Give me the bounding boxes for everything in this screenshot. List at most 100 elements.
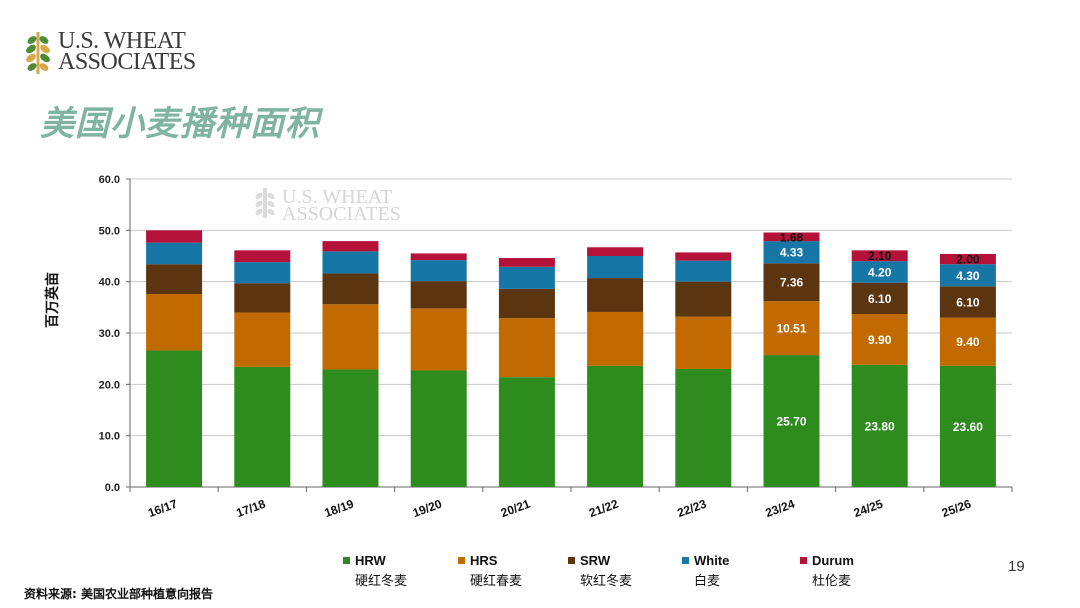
legend-swatch <box>682 557 689 564</box>
bar-segment-hrs <box>146 293 203 351</box>
bar-segment-hrs <box>851 314 908 365</box>
bar-segment-white <box>146 242 203 265</box>
y-tick-label: 60.0 <box>99 174 120 186</box>
watermark-line-2: ASSOCIATES <box>282 203 401 225</box>
legend-swatch <box>800 557 807 564</box>
y-tick-label: 40.0 <box>99 277 120 289</box>
bar-segment-hrw <box>410 370 467 487</box>
legend-name: Durum <box>812 553 854 568</box>
legend-name: HRS <box>470 553 498 568</box>
bar-segment-srw <box>322 273 379 305</box>
bar-segment-durum <box>675 252 732 261</box>
data-label-hrs: 9.90 <box>868 333 892 347</box>
legend-subtitle: 硬红春麦 <box>470 573 523 588</box>
bar-segment-white <box>675 260 732 282</box>
bar-segment-srw <box>146 264 203 294</box>
bar-segment-hrs <box>675 316 732 369</box>
bar-segment-white <box>587 256 644 279</box>
bar-stack-19-20 <box>410 253 467 487</box>
y-tick-label: 0.0 <box>105 482 120 494</box>
data-label-durum: 1.68 <box>780 230 804 244</box>
bar-segment-white <box>234 262 291 284</box>
bar-segment-durum <box>410 253 467 261</box>
bar-segment-durum <box>498 258 555 267</box>
legend-subtitle: 硬红冬麦 <box>355 573 408 588</box>
bar-segment-srw <box>939 286 996 318</box>
bar-segment-white <box>322 251 379 274</box>
data-label-durum: 2.10 <box>868 249 892 263</box>
y-tick-label: 20.0 <box>99 379 120 391</box>
chart-legend: HRW 硬红冬麦 HRS 硬红春麦 SRW 软红冬麦 White 白麦 Durum 杜伦麦 <box>0 553 1080 593</box>
data-label-white: 4.33 <box>780 246 804 260</box>
bar-stack-23-24: 25.70 10.51 7.36 4.33 1.68 <box>763 230 820 487</box>
y-tick-label: 10.0 <box>99 431 120 443</box>
y-tick-label: 50.0 <box>99 225 120 237</box>
bar-segment-durum <box>587 247 644 256</box>
bar-segment-srw <box>851 282 908 315</box>
bar-segment-hrw <box>587 365 644 487</box>
bar-segment-srw <box>587 278 644 312</box>
data-label-white: 4.20 <box>868 265 892 279</box>
legend-name: White <box>694 553 730 568</box>
chart-bars: 25.7010.517.364.331.6823.809.906.104.202… <box>146 230 996 487</box>
bar-segment-hrw <box>675 368 732 487</box>
x-tick-label: 19/20 <box>411 497 444 521</box>
page-title: 美国小麦播种面积 <box>40 104 320 144</box>
bar-stack-16-17 <box>146 230 203 487</box>
page-number: 19 <box>1008 558 1025 575</box>
x-axis-ticks: 16/17 17/18 18/19 19/20 20/21 21/22 22/23 23/24… <box>129 487 1013 521</box>
x-tick-label: 22/23 <box>675 497 708 521</box>
bar-stack-21-22 <box>587 247 644 487</box>
legend-subtitle: 软红冬麦 <box>580 573 633 588</box>
logo-line-2: ASSOCIATES <box>58 49 196 75</box>
bar-segment-white <box>939 264 996 287</box>
legend-swatch <box>458 557 465 564</box>
watermark-line-1: U.S. WHEAT <box>282 186 392 208</box>
bar-segment-hrs <box>498 318 555 378</box>
bar-segment-hrs <box>410 308 467 371</box>
data-label-srw: 6.10 <box>956 295 980 309</box>
bar-segment-hrw <box>763 355 820 487</box>
bar-segment-white <box>410 260 467 282</box>
x-tick-label: 23/24 <box>764 497 797 521</box>
bar-segment-white <box>498 266 555 289</box>
legend-name: SRW <box>580 553 611 568</box>
bar-segment-srw <box>498 288 555 319</box>
legend-subtitle: 白麦 <box>694 573 721 588</box>
legend-swatch <box>568 557 575 564</box>
bar-segment-hrs <box>587 311 644 366</box>
x-tick-label: 16/17 <box>146 497 179 521</box>
bar-stack-20-21 <box>498 258 555 487</box>
bar-stack-24-25: 23.80 9.90 6.10 4.20 2.10 <box>851 249 908 487</box>
bar-segment-durum <box>146 230 203 243</box>
legend-name: HRW <box>355 553 386 568</box>
bar-segment-hrw <box>851 364 908 487</box>
bar-segment-white <box>763 241 820 264</box>
bar-segment-hrs <box>322 304 379 370</box>
data-label-hrs: 10.51 <box>776 322 806 336</box>
bar-segment-durum <box>851 250 908 262</box>
legend-swatch <box>343 557 350 564</box>
y-tick-label: 30.0 <box>99 328 120 340</box>
bar-segment-hrw <box>939 365 996 487</box>
y-axis-label: 百万英亩 <box>44 272 61 328</box>
bar-segment-durum <box>234 250 291 263</box>
data-label-hrs: 9.40 <box>956 335 980 349</box>
chart-watermark: U.S. WHEAT ASSOCIATES <box>255 186 401 225</box>
legend-subtitle: 杜伦麦 <box>812 573 852 588</box>
data-label-hrw: 23.80 <box>865 419 895 433</box>
data-label-srw: 6.10 <box>868 292 892 306</box>
bar-segment-srw <box>234 283 291 313</box>
x-tick-label: 25/26 <box>940 497 973 521</box>
bar-stack-18-19 <box>322 241 379 487</box>
bar-stack-25-26: 23.60 9.40 6.10 4.30 2.00 <box>939 253 996 487</box>
bar-segment-durum <box>322 241 379 252</box>
bar-segment-hrs <box>939 317 996 366</box>
wheat-logo-icon <box>26 32 50 74</box>
bar-segment-durum <box>939 253 996 265</box>
logo-text: U.S. WHEAT ASSOCIATES <box>58 29 196 75</box>
data-label-white: 4.30 <box>956 269 980 283</box>
bar-segment-hrs <box>234 312 291 367</box>
y-axis-ticks: 0.0 10.0 20.0 30.0 40.0 50.0 60.0 <box>99 174 120 494</box>
